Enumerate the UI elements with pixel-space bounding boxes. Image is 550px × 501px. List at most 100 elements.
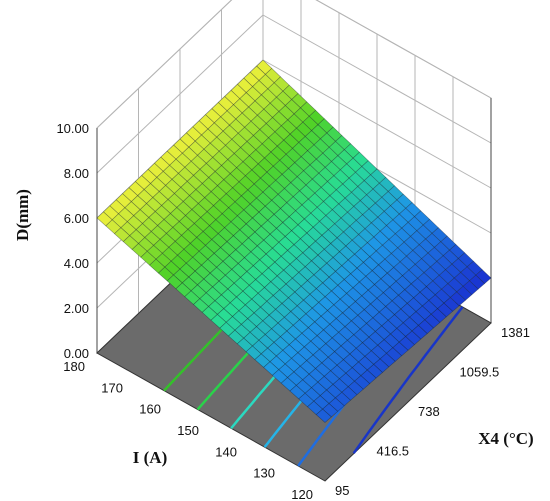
surface-cell <box>240 189 257 205</box>
surface-cell <box>271 322 288 338</box>
surface-cell <box>333 169 350 185</box>
surface-cell <box>304 260 321 276</box>
surface-cell <box>96 211 113 227</box>
surface-cell <box>275 303 292 318</box>
surface-cell <box>271 369 288 384</box>
surface-cell <box>378 176 395 192</box>
surface-cell <box>366 363 383 379</box>
z-tick-label: 0.00 <box>64 346 89 361</box>
surface-cell <box>173 138 190 154</box>
x-tick-label: 180 <box>63 359 85 374</box>
surface-cell <box>306 354 323 369</box>
surface-cell <box>264 67 281 84</box>
surface-cell <box>272 159 289 175</box>
x-tick-label: 170 <box>101 380 123 395</box>
surface-cell <box>287 291 304 307</box>
y-tick-label: 1059.5 <box>460 365 500 380</box>
surface-cell <box>280 249 297 265</box>
surface-cell <box>319 132 336 148</box>
x-tick-label: 150 <box>177 423 199 438</box>
surface-cell <box>282 216 299 232</box>
surface-cell <box>200 211 217 227</box>
y-tick-label: 1381 <box>501 325 530 340</box>
surface-cell <box>417 319 434 335</box>
surface-cell <box>260 88 277 104</box>
surface-cell <box>237 257 254 272</box>
surface-cell <box>302 115 319 132</box>
surface-cell <box>268 179 285 195</box>
surface-cell <box>266 295 283 310</box>
surface-cell <box>392 341 409 357</box>
surface-cell <box>264 281 281 296</box>
y-axis-title: X4 (°C) <box>478 429 533 448</box>
surface-cell <box>303 212 320 228</box>
surface-cell <box>325 337 342 353</box>
surface-cell <box>245 217 262 233</box>
x-tick-label: 120 <box>291 487 313 501</box>
z-tick-label: 10.00 <box>56 121 89 136</box>
response-surface <box>96 59 492 423</box>
x-tick-label: 160 <box>139 402 161 417</box>
surface-cell <box>366 236 383 252</box>
surface-cell <box>264 199 281 215</box>
z-tick-label: 6.00 <box>64 211 89 226</box>
surface-cell <box>279 283 296 299</box>
surface-cell <box>198 244 215 260</box>
surface-cell <box>374 196 391 212</box>
surface-cell <box>315 152 332 168</box>
surface-cell <box>393 261 410 277</box>
contour-line <box>352 306 464 454</box>
surface-cell <box>388 233 405 249</box>
surface-cell <box>456 285 473 301</box>
surface-cell <box>262 314 279 330</box>
surface-cell <box>449 291 466 307</box>
surface-cell <box>184 290 201 305</box>
surface-cell <box>245 345 262 361</box>
surface-cell <box>299 313 316 329</box>
surface-cell <box>236 337 253 353</box>
surface-cell <box>181 146 198 162</box>
surface-cell <box>227 282 244 298</box>
surface-cell <box>252 129 269 145</box>
y-tick-label: 416.5 <box>377 444 410 459</box>
surface-cell <box>342 353 359 369</box>
surface-cell <box>252 339 269 355</box>
surface-cell <box>354 375 371 390</box>
surface-cell <box>379 352 396 368</box>
surface-cell <box>192 250 209 266</box>
tick-labels: 0.00 2.00 4.00 6.00 8.00 10.00 180 170 160 150 140… <box>56 121 529 501</box>
surface-cell <box>283 311 300 326</box>
x-tick-label: 140 <box>215 444 237 459</box>
surface-cell <box>334 391 351 407</box>
surface-cell <box>248 279 265 294</box>
x-axis-title: I (A) <box>133 448 167 467</box>
surface-cell <box>257 287 274 302</box>
surface-cell <box>258 334 275 349</box>
surface-cell <box>395 275 412 291</box>
surface-cell <box>315 408 332 423</box>
surface-cell <box>311 172 328 188</box>
surface-cell <box>290 176 307 192</box>
surface-cell <box>307 321 324 337</box>
surface-cell <box>433 241 450 257</box>
surface-cell <box>208 171 225 187</box>
surface-cell <box>243 203 260 219</box>
surface-cell <box>370 216 387 232</box>
surface-cell <box>255 273 272 288</box>
surface-cell <box>208 300 225 315</box>
z-tick-label: 8.00 <box>64 166 89 181</box>
surface-cell <box>256 108 273 124</box>
surface-cell <box>219 321 236 337</box>
surface-cell <box>268 261 285 277</box>
surface-cell <box>341 386 358 401</box>
surface-cell <box>285 277 302 293</box>
surface-cell <box>298 136 315 152</box>
surface-cell <box>475 269 492 285</box>
surface-cell <box>281 297 298 312</box>
surface-cell <box>417 272 434 288</box>
surface-cell <box>308 368 325 383</box>
z-tick-label: 4.00 <box>64 256 89 271</box>
surface-cell <box>169 158 186 174</box>
surface-cell <box>291 352 308 367</box>
